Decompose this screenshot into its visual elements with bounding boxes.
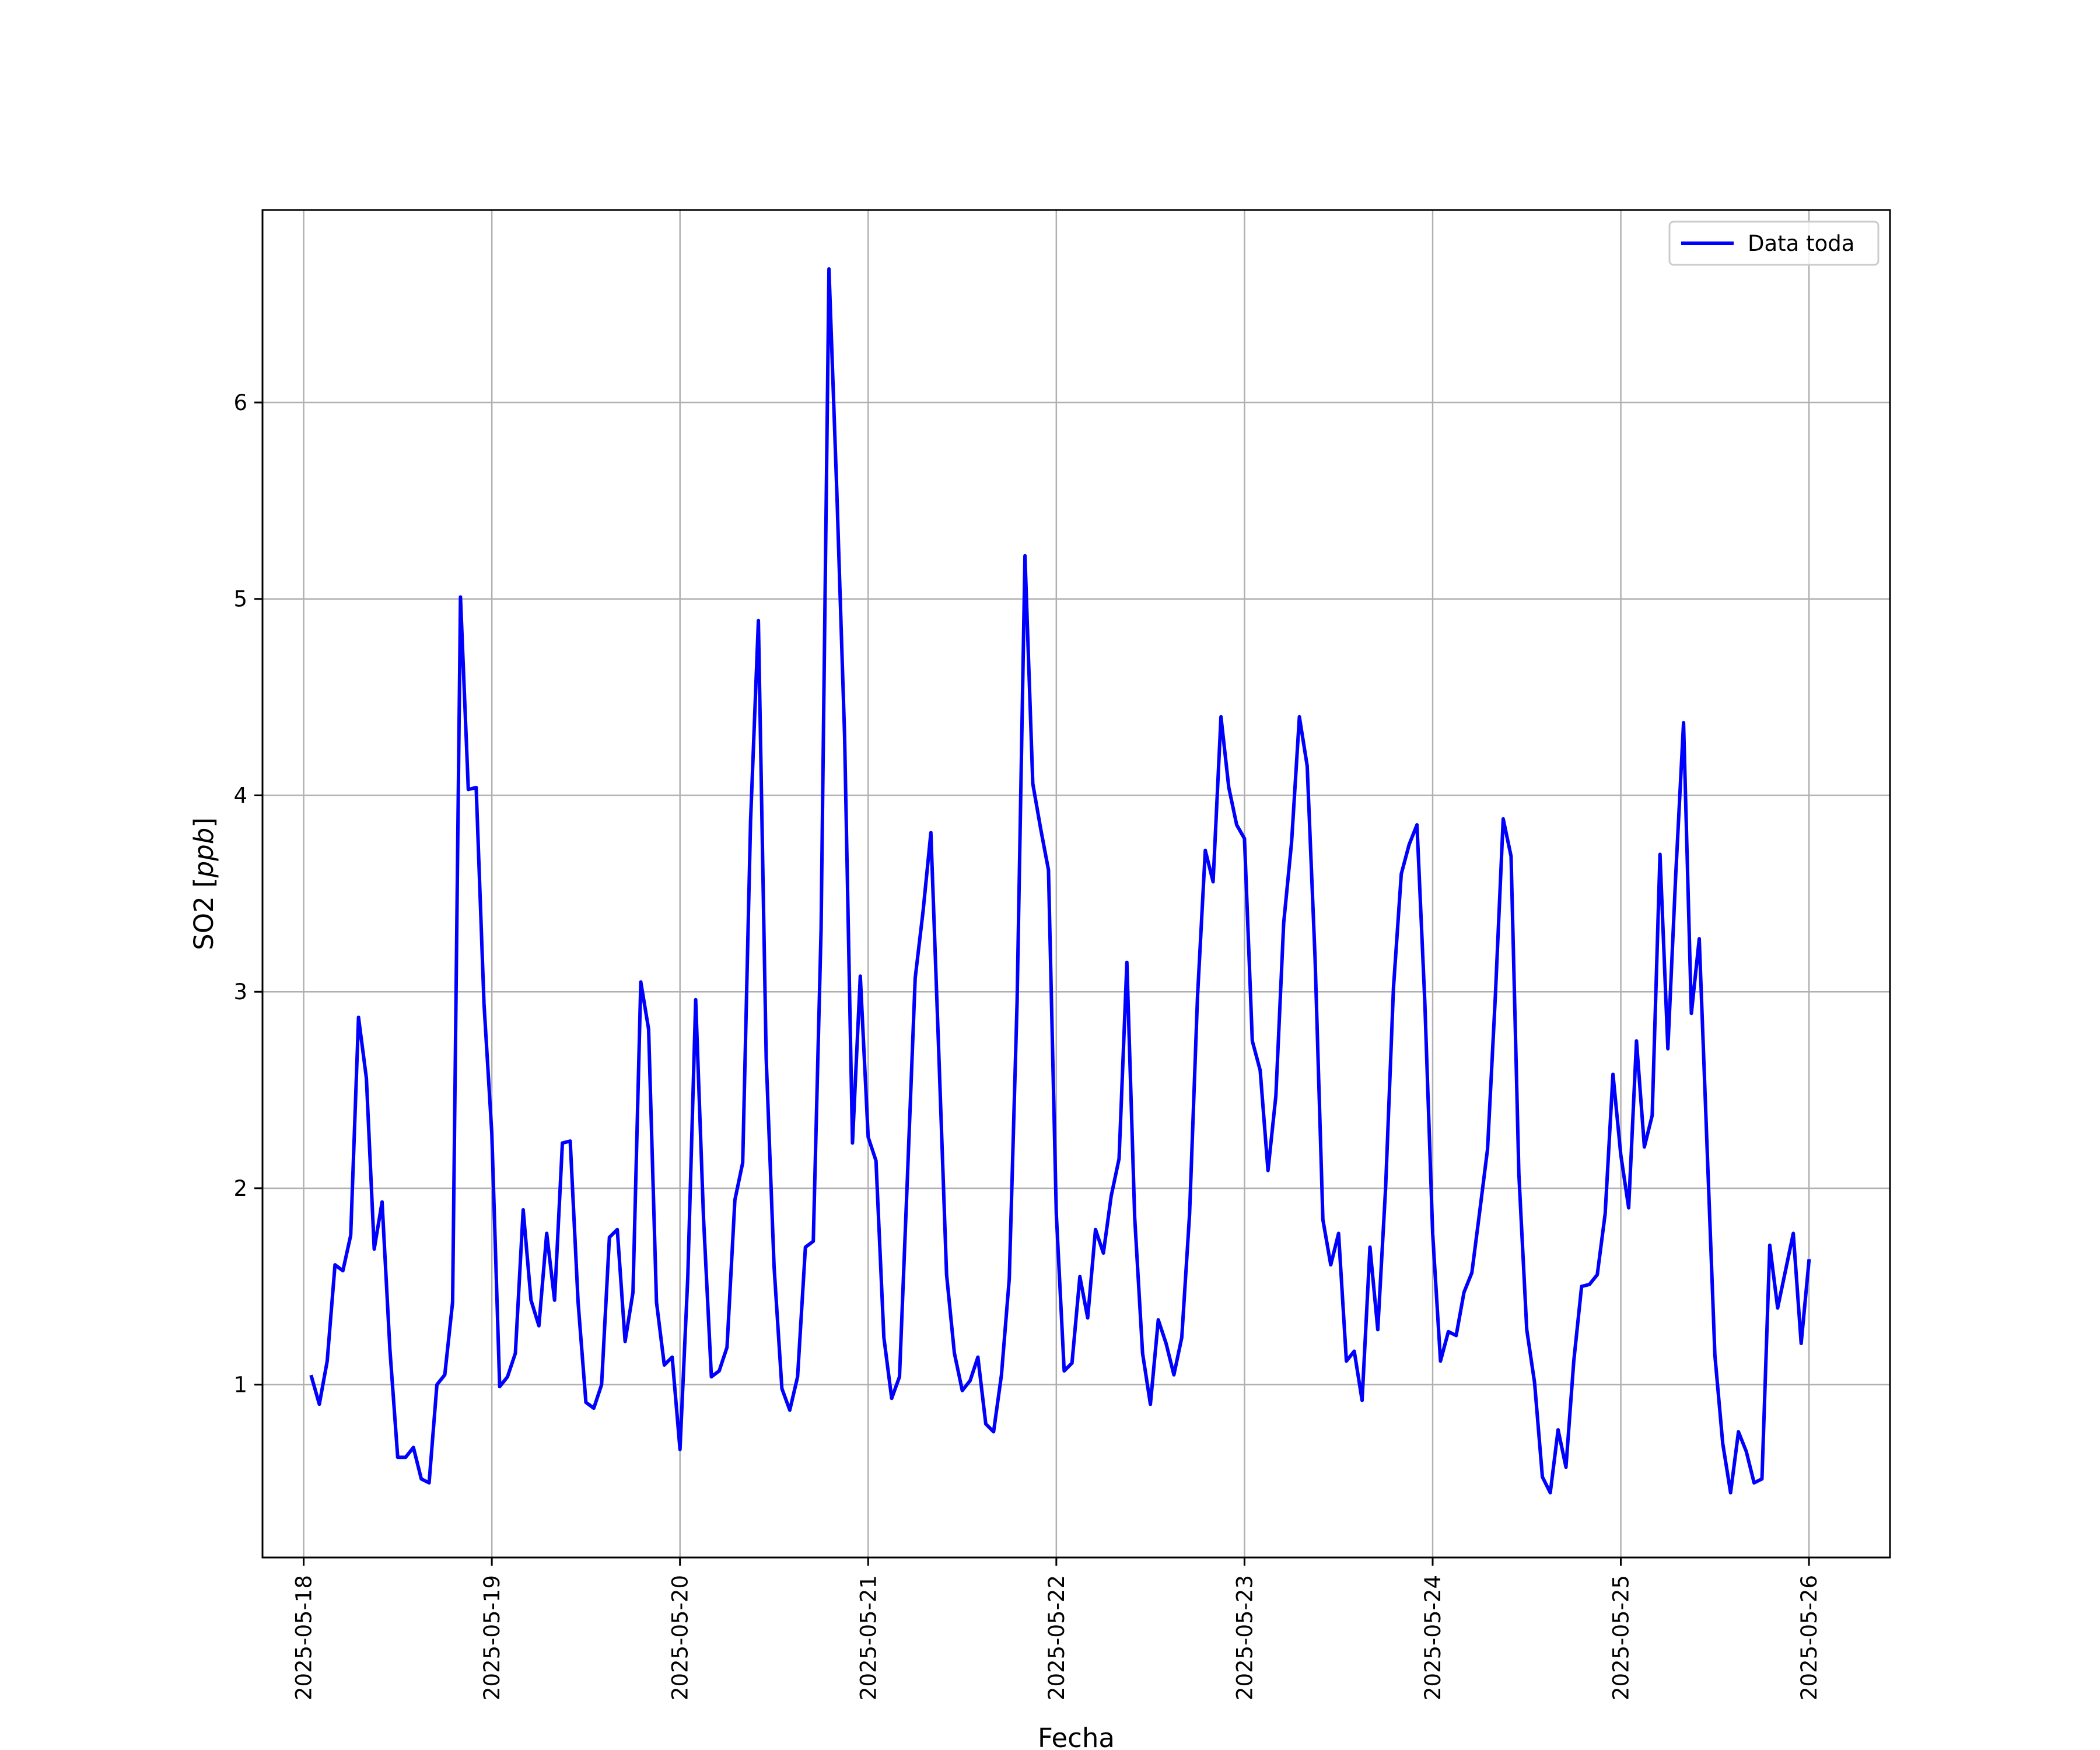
legend-entry-data-toda: Data toda xyxy=(1748,231,1854,256)
x-tick-label: 2025-05-23 xyxy=(1232,1575,1257,1700)
x-tick-label: 2025-05-25 xyxy=(1609,1575,1634,1700)
legend: Data toda xyxy=(1670,222,1878,265)
x-axis-label: Fecha xyxy=(1038,1723,1115,1750)
y-tick-label: 6 xyxy=(233,390,247,415)
x-tick-label: 2025-05-26 xyxy=(1797,1575,1822,1700)
x-tick-label: 2025-05-20 xyxy=(668,1575,693,1700)
y-tick-label: 1 xyxy=(233,1373,247,1398)
x-tick-label: 2025-05-18 xyxy=(292,1575,317,1700)
y-tick-label: 3 xyxy=(233,979,247,1005)
x-tick-label: 2025-05-24 xyxy=(1420,1575,1446,1700)
y-tick-label: 2 xyxy=(233,1176,247,1201)
y-tick-label: 5 xyxy=(233,587,247,612)
x-tick-label: 2025-05-22 xyxy=(1044,1575,1069,1700)
y-axis-label: SO2 [ppb] xyxy=(188,817,219,950)
y-tick-label: 4 xyxy=(233,783,247,808)
x-tick-label: 2025-05-21 xyxy=(856,1575,881,1700)
x-tick-label: 2025-05-19 xyxy=(480,1575,505,1700)
